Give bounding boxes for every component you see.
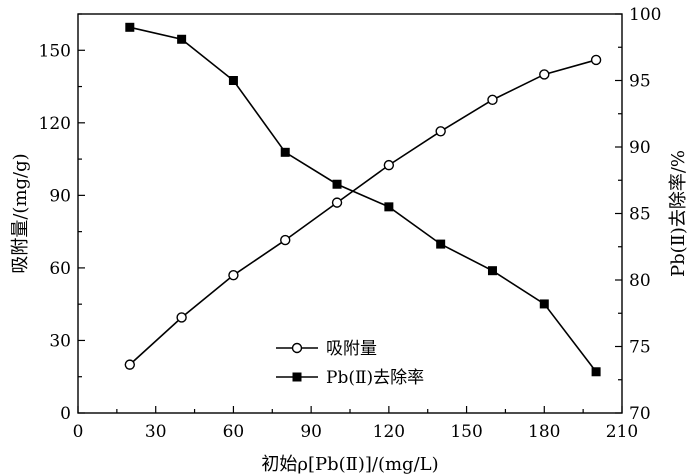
removal-rate-line <box>129 26 597 373</box>
chart-series <box>124 22 602 377</box>
adsorption-point <box>539 69 550 80</box>
adsorption-line <box>129 59 597 366</box>
y-left-tick-label: 0 <box>60 404 71 424</box>
x-tick-label: 210 <box>606 422 638 442</box>
adsorption-point <box>124 359 136 370</box>
legend-removal-rate-marker <box>292 372 302 382</box>
adsorption-point <box>228 269 239 281</box>
removal-rate-point <box>280 147 290 157</box>
x-tick-label: 60 <box>223 422 245 442</box>
y-right-tick-label: 75 <box>629 338 651 358</box>
x-axis-title: 初始ρ[Pb(Ⅱ)]/(mg/L) <box>261 454 438 475</box>
y-right-tick-label: 85 <box>629 205 651 225</box>
adsorption-point <box>435 126 446 137</box>
adsorption-point <box>590 54 602 66</box>
x-tick-label: 30 <box>145 422 167 442</box>
removal-rate-point <box>487 266 497 276</box>
y-right-tick-label: 90 <box>629 138 651 158</box>
y-right-axis-title: Pb(Ⅱ)去除率/% <box>668 150 689 277</box>
x-tick-label: 90 <box>300 422 322 442</box>
adsorption-point <box>331 197 343 208</box>
x-tick-label: 180 <box>528 422 560 442</box>
adsorption-point <box>487 94 498 106</box>
removal-rate-point <box>332 179 342 189</box>
y-right-tick-label: 80 <box>629 271 651 291</box>
adsorption-point <box>383 159 395 171</box>
legend-removal-rate-label: Pb(Ⅱ)去除率 <box>326 368 424 388</box>
adsorption-point <box>280 234 291 246</box>
x-tick-label: 150 <box>450 422 482 442</box>
chart-ticks: 0 30 60 90 120 150 180 210 0 30 60 90 120 150 70 75 80 85… <box>39 5 662 442</box>
y-right-tick-label: 95 <box>629 72 651 92</box>
y-left-tick-label: 120 <box>39 114 71 134</box>
legend-adsorption-marker <box>291 342 303 354</box>
y-left-tick-label: 30 <box>49 331 71 351</box>
x-tick-label: 120 <box>373 422 405 442</box>
y-left-tick-label: 150 <box>39 41 71 61</box>
x-tick-label: 0 <box>73 422 84 442</box>
removal-rate-point <box>384 202 394 212</box>
removal-rate-point <box>177 34 187 44</box>
legend-adsorption-label: 吸附量 <box>326 339 377 359</box>
removal-rate-point <box>228 76 238 85</box>
y-left-axis-title: 吸附量/(mg/g) <box>10 153 31 273</box>
y-right-tick-label: 70 <box>629 404 651 424</box>
y-right-tick-label: 100 <box>629 5 661 25</box>
removal-rate-point <box>591 367 601 377</box>
y-left-tick-label: 90 <box>49 186 71 206</box>
chart-legend: 吸附量 Pb(Ⅱ)去除率 <box>276 339 424 388</box>
y-left-tick-label: 60 <box>49 259 71 279</box>
removal-rate-point <box>539 299 549 309</box>
removal-rate-point <box>125 22 135 32</box>
removal-rate-point <box>436 239 446 249</box>
adsorption-point <box>176 312 187 323</box>
